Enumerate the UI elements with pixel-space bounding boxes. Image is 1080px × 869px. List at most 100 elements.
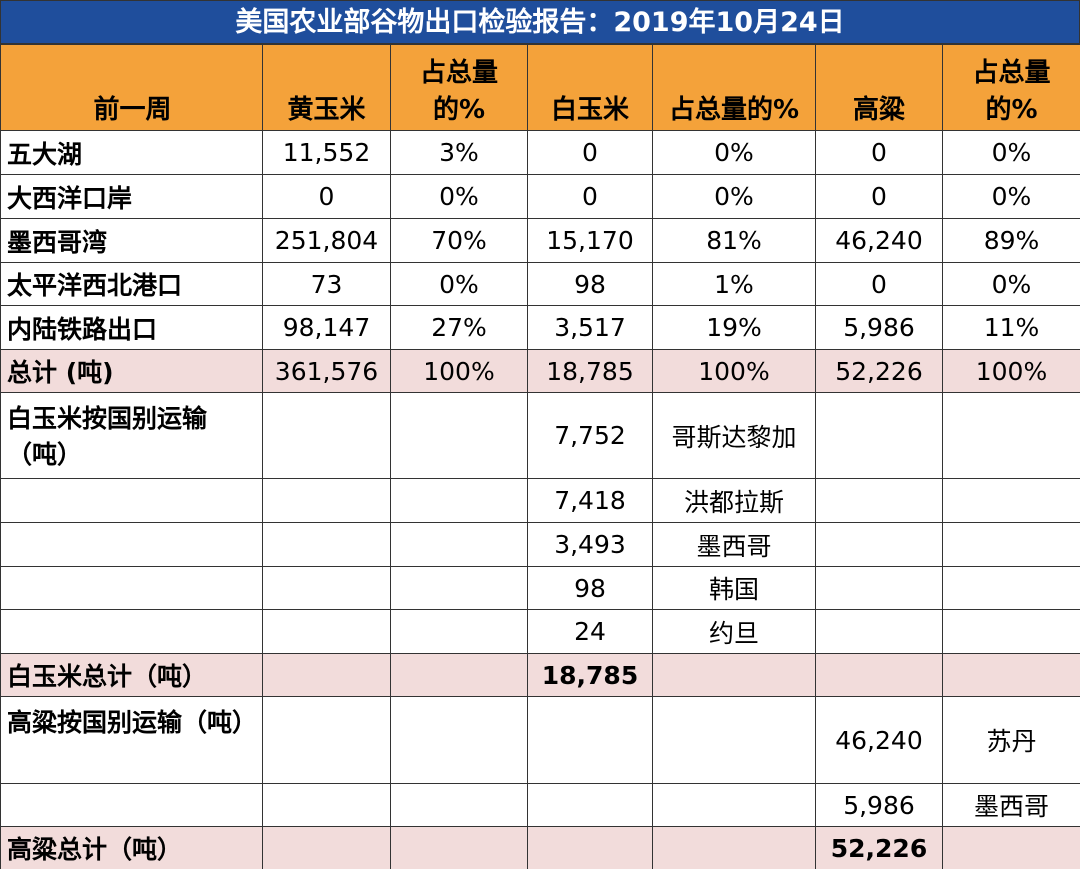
cell: 361,576: [262, 349, 391, 393]
cell: 0%: [942, 130, 1080, 175]
cell: 7,418: [527, 478, 653, 523]
cell: 0: [815, 130, 943, 175]
header-cell: 占总量的%: [652, 44, 816, 131]
cell: 墨西哥: [652, 522, 816, 567]
cell: 11%: [942, 305, 1080, 350]
cell: [390, 653, 528, 697]
table-row: 高粱按国别运输（吨） 46,240 苏丹: [0, 696, 1080, 784]
cell: [390, 478, 528, 523]
cell: 墨西哥: [942, 783, 1080, 827]
table-row: 内陆铁路出口 98,147 27% 3,517 19% 5,986 11%: [0, 305, 1080, 350]
row-label: [0, 478, 263, 523]
table-row: 5,986 墨西哥: [0, 783, 1080, 827]
row-label: [0, 609, 263, 654]
header-cell: 前一周: [0, 44, 263, 131]
cell: 0: [815, 262, 943, 306]
cell: 韩国: [652, 566, 816, 610]
table-row: 高粱总计（吨） 52,226: [0, 826, 1080, 869]
cell: 98: [527, 262, 653, 306]
cell: 98,147: [262, 305, 391, 350]
row-label: [0, 522, 263, 567]
cell: 100%: [942, 349, 1080, 393]
header-row: 前一周 黄玉米 占总量的% 白玉米 占总量的% 高粱 占总量的%: [0, 44, 1080, 131]
cell: [390, 609, 528, 654]
cell: 52,226: [815, 349, 943, 393]
row-label: 内陆铁路出口: [0, 305, 263, 350]
cell: [262, 609, 391, 654]
cell: 27%: [390, 305, 528, 350]
cell: 0%: [942, 174, 1080, 219]
cell: [390, 392, 528, 479]
cell: 1%: [652, 262, 816, 306]
table-row: 太平洋西北港口 73 0% 98 1% 0 0%: [0, 262, 1080, 306]
header-cell: 白玉米: [527, 44, 653, 131]
cell: 73: [262, 262, 391, 306]
row-label: [0, 566, 263, 610]
cell: [527, 826, 653, 869]
cell: 70%: [390, 218, 528, 263]
cell: [262, 478, 391, 523]
cell: [652, 826, 816, 869]
table: 前一周 黄玉米 占总量的% 白玉米 占总量的% 高粱 占总量的% 五大湖 11,552 3% 0 0%…: [0, 44, 1080, 869]
cell: 约旦: [652, 609, 816, 654]
cell: 0: [527, 130, 653, 175]
table-row: 3,493 墨西哥: [0, 522, 1080, 567]
cell: [942, 478, 1080, 523]
cell: [527, 696, 653, 784]
cell: [942, 566, 1080, 610]
cell: [390, 696, 528, 784]
cell: [815, 653, 943, 697]
header-cell: 占总量的%: [942, 44, 1080, 131]
cell: [390, 826, 528, 869]
cell: [262, 826, 391, 869]
cell: [390, 566, 528, 610]
table-row: 7,418 洪都拉斯: [0, 478, 1080, 523]
cell: [815, 392, 943, 479]
table-row: 白玉米按国别运输（吨） 7,752 哥斯达黎加: [0, 392, 1080, 479]
cell: 洪都拉斯: [652, 478, 816, 523]
cell: 3,517: [527, 305, 653, 350]
cell: [652, 653, 816, 697]
cell: 11,552: [262, 130, 391, 175]
table-row: 总计 (吨) 361,576 100% 18,785 100% 52,226 100%: [0, 349, 1080, 393]
cell: 98: [527, 566, 653, 610]
cell: 哥斯达黎加: [652, 392, 816, 479]
cell: [652, 696, 816, 784]
cell: 19%: [652, 305, 816, 350]
cell: 46,240: [815, 696, 943, 784]
cell: 15,170: [527, 218, 653, 263]
cell: 89%: [942, 218, 1080, 263]
cell: 24: [527, 609, 653, 654]
cell: 81%: [652, 218, 816, 263]
cell: 251,804: [262, 218, 391, 263]
table-row: 白玉米总计（吨） 18,785: [0, 653, 1080, 697]
cell: 0%: [390, 262, 528, 306]
cell: 52,226: [815, 826, 943, 869]
cell: [527, 783, 653, 827]
cell: [262, 566, 391, 610]
cell: 18,785: [527, 653, 653, 697]
row-label: 墨西哥湾: [0, 218, 263, 263]
cell: 3,493: [527, 522, 653, 567]
cell: 5,986: [815, 783, 943, 827]
table-row: 墨西哥湾 251,804 70% 15,170 81% 46,240 89%: [0, 218, 1080, 263]
cell: [942, 609, 1080, 654]
row-label: 太平洋西北港口: [0, 262, 263, 306]
cell: [262, 522, 391, 567]
title: 美国农业部谷物出口检验报告：2019年10月24日: [0, 0, 1080, 44]
cell: [262, 696, 391, 784]
row-label: [0, 783, 263, 827]
cell: [652, 783, 816, 827]
row-label: 高粱按国别运输（吨）: [0, 696, 263, 784]
cell: [942, 392, 1080, 479]
cell: [390, 783, 528, 827]
cell: [942, 653, 1080, 697]
cell: 5,986: [815, 305, 943, 350]
table-row: 大西洋口岸 0 0% 0 0% 0 0%: [0, 174, 1080, 219]
row-label: 五大湖: [0, 130, 263, 175]
cell: 0: [815, 174, 943, 219]
cell: 3%: [390, 130, 528, 175]
cell: 46,240: [815, 218, 943, 263]
cell: [390, 522, 528, 567]
